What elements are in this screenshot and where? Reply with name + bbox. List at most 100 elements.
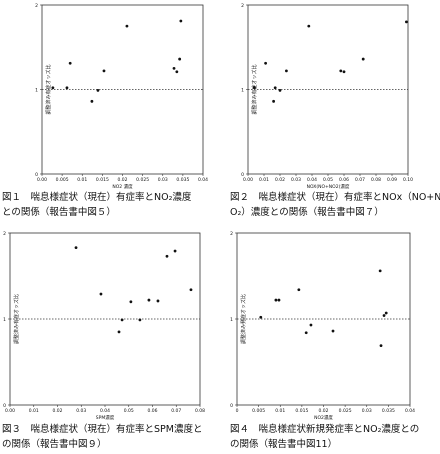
- x-tick-label: 0.00: [5, 408, 15, 414]
- y-tick-label: 1: [230, 317, 233, 323]
- point: [405, 20, 408, 24]
- point: [277, 298, 281, 302]
- point: [65, 86, 69, 90]
- point: [297, 288, 301, 292]
- point: [173, 249, 177, 253]
- point: [120, 318, 124, 322]
- x-tick-label: 0: [236, 408, 239, 414]
- x-tick-label: 0.04: [307, 177, 317, 183]
- y-tick-label: 0: [230, 403, 233, 409]
- point: [274, 298, 278, 302]
- point: [331, 329, 335, 333]
- y-axis-label: 調整済み有症オッズ比: [45, 64, 52, 114]
- y-axis-label: 調整済み発症オッズ比: [240, 294, 247, 344]
- x-tick-label: 0.01: [259, 177, 269, 183]
- point: [165, 254, 169, 258]
- point: [156, 299, 160, 303]
- point: [378, 269, 382, 273]
- point: [384, 311, 388, 315]
- point: [125, 24, 129, 28]
- x-tick-label: 0.08: [371, 177, 381, 183]
- x-tick-label: 0.01: [29, 408, 39, 414]
- point: [309, 323, 313, 327]
- x-tick-label: 0.05: [323, 177, 333, 183]
- point: [68, 61, 72, 65]
- x-tick-label: 0.03: [158, 177, 168, 183]
- point: [264, 61, 267, 65]
- point: [307, 24, 311, 28]
- point: [253, 86, 256, 90]
- point: [51, 86, 55, 90]
- y-tick-label: 0: [35, 172, 38, 178]
- x-tick-label: 0.00: [243, 177, 253, 183]
- point: [117, 330, 121, 334]
- point: [272, 99, 275, 103]
- point: [96, 88, 100, 92]
- x-tick-label: 0.05: [124, 408, 134, 414]
- x-axis-label: SPM濃度: [96, 414, 115, 421]
- point: [382, 314, 386, 317]
- caption: 図１ 喘息様症状（現在）有症率とNO₂濃度: [2, 191, 192, 203]
- y-tick-label: 1: [3, 317, 6, 323]
- point: [74, 246, 78, 250]
- y-axis-label: 調整済み有症オッズ比: [251, 64, 258, 114]
- x-tick-label: 0.00: [37, 177, 47, 183]
- caption: 図２ 喘息様症状（現在）有症率とNOx（NO+N: [230, 191, 440, 203]
- x-tick-label: 0.015: [96, 177, 109, 183]
- point: [259, 315, 263, 319]
- x-tick-label: 0.04: [198, 177, 208, 183]
- point: [99, 292, 103, 296]
- point: [304, 331, 308, 335]
- x-tick-label: 0.015: [295, 408, 308, 414]
- x-tick-label: 0.025: [339, 408, 352, 414]
- y-tick-label: 2: [35, 3, 38, 9]
- point: [379, 344, 383, 348]
- x-tick-label: 0.035: [382, 408, 395, 414]
- x-tick-label: 0.02: [275, 177, 285, 183]
- y-tick-label: 1: [35, 88, 38, 94]
- point: [189, 288, 193, 292]
- x-axis-label: NO2濃度: [314, 414, 333, 421]
- point: [175, 70, 179, 74]
- point: [90, 99, 94, 103]
- caption: の関係（報告書中図９）: [2, 438, 107, 450]
- x-tick-label: 0.02: [318, 408, 328, 414]
- x-tick-label: 0.03: [76, 408, 86, 414]
- y-tick-label: 1: [241, 88, 244, 94]
- x-tick-label: 0.04: [405, 408, 415, 414]
- point: [147, 298, 151, 302]
- x-tick-label: 0.01: [77, 177, 87, 183]
- caption: との関係（報告書中図５）: [2, 206, 116, 218]
- x-tick-label: 0.07: [355, 177, 365, 183]
- point: [361, 57, 365, 61]
- x-tick-label: 0.03: [362, 408, 372, 414]
- point: [342, 70, 346, 74]
- point: [339, 69, 343, 73]
- x-tick-label: 0.005: [252, 408, 265, 414]
- y-tick-label: 0: [3, 403, 6, 409]
- x-tick-label: 0.04: [100, 408, 110, 414]
- x-tick-label: 0.03: [291, 177, 301, 183]
- x-tick-label: 0.07: [171, 408, 181, 414]
- y-tick-label: 2: [3, 231, 6, 237]
- x-tick-label: 0.01: [275, 408, 285, 414]
- x-axis-label: NO2 濃度: [112, 183, 133, 190]
- x-tick-label: 0.005: [56, 177, 69, 183]
- x-tick-label: 0.06: [147, 408, 157, 414]
- x-tick-label: 0.025: [136, 177, 149, 183]
- point: [179, 19, 183, 23]
- caption: 図３ 喘息様症状（現在）有症率とSPM濃度と: [2, 423, 202, 435]
- point: [102, 69, 106, 73]
- point: [285, 69, 288, 73]
- x-tick-label: 0.06: [339, 177, 349, 183]
- y-tick-label: 0: [241, 172, 244, 178]
- y-tick-label: 2: [241, 3, 244, 9]
- x-axis-label: NOX(NO+NO2)濃度: [307, 183, 350, 190]
- x-tick-label: 0.02: [52, 408, 62, 414]
- y-tick-label: 2: [230, 231, 233, 237]
- caption: O₂）濃度との関係（報告書中図７）: [230, 206, 384, 218]
- point: [138, 318, 142, 322]
- x-tick-label: 0.10: [403, 177, 413, 183]
- point: [278, 88, 282, 92]
- x-tick-label: 0.09: [387, 177, 397, 183]
